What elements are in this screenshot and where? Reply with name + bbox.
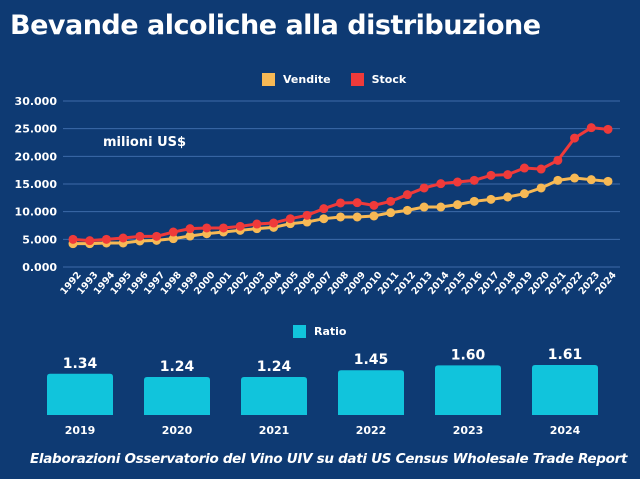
line-chart: 0.000 5.000 10.000 15.000 20.000 25.000 30.000… — [15, 95, 620, 297]
point-vendite — [603, 176, 613, 186]
bar-ratio — [338, 370, 404, 415]
point-vendite — [352, 212, 362, 222]
point-vendite — [185, 231, 195, 241]
point-vendite — [469, 196, 479, 206]
legend-swatch-vendite — [262, 73, 275, 86]
point-vendite — [386, 208, 396, 218]
point-vendite — [319, 214, 329, 224]
point-stock — [553, 155, 563, 165]
point-stock — [269, 218, 279, 228]
bar-category-label: 2024 — [550, 424, 581, 437]
bar-category-label: 2020 — [162, 424, 193, 437]
point-vendite — [336, 212, 345, 222]
point-vendite — [168, 234, 178, 244]
point-stock — [218, 223, 228, 233]
point-stock — [135, 231, 145, 241]
bar-value-label: 1.24 — [257, 359, 292, 375]
bar-value-label: 1.34 — [63, 356, 98, 372]
point-stock — [252, 219, 262, 229]
point-vendite — [402, 205, 412, 215]
point-stock — [118, 233, 128, 243]
source-note: Elaborazioni Osservatorio del Vino UIV s… — [30, 451, 628, 467]
line-legend: Vendite Stock — [262, 73, 426, 86]
bar-legend: Ratio — [293, 325, 346, 338]
point-stock — [302, 210, 312, 220]
point-stock — [285, 214, 295, 224]
y-tick-label: 10.000 — [15, 206, 58, 219]
point-stock — [419, 183, 429, 193]
point-stock — [603, 124, 613, 134]
point-stock — [503, 170, 513, 180]
bar-value-label: 1.61 — [548, 347, 583, 363]
legend-label-vendite: Vendite — [283, 73, 331, 86]
bar-category-label: 2022 — [356, 424, 387, 437]
point-stock — [369, 200, 379, 210]
point-vendite — [570, 173, 580, 183]
point-vendite — [369, 211, 379, 221]
point-stock — [469, 175, 479, 185]
point-vendite — [553, 175, 563, 185]
bar-value-label: 1.24 — [160, 359, 195, 375]
point-stock — [336, 198, 345, 208]
y-tick-label: 5.000 — [22, 233, 57, 246]
legend-swatch-ratio — [293, 325, 306, 338]
point-stock — [586, 123, 596, 133]
point-stock — [85, 236, 95, 246]
bar-ratio — [532, 365, 598, 415]
point-vendite — [453, 200, 463, 210]
point-vendite — [586, 175, 596, 185]
y-tick-label: 15.000 — [15, 178, 58, 191]
chart-title: Bevande alcoliche alla distribuzione — [10, 10, 541, 41]
point-stock — [202, 223, 212, 233]
point-stock — [570, 133, 580, 143]
bar-ratio — [241, 377, 307, 415]
bar-category-label: 2021 — [259, 424, 290, 437]
legend-swatch-stock — [350, 73, 364, 86]
bar-ratio — [47, 373, 113, 415]
point-vendite — [536, 183, 546, 193]
point-stock — [402, 190, 412, 200]
legend-item-vendite: Vendite — [262, 73, 331, 86]
point-stock — [68, 234, 78, 244]
legend-item-stock: Stock — [350, 73, 407, 86]
point-stock — [352, 198, 362, 208]
point-stock — [486, 170, 496, 180]
point-stock — [185, 224, 195, 234]
point-stock — [519, 163, 529, 173]
point-stock — [453, 177, 463, 187]
point-stock — [536, 164, 546, 174]
point-vendite — [486, 194, 496, 204]
bar-category-label: 2019 — [65, 424, 96, 437]
point-vendite — [436, 202, 446, 212]
point-stock — [436, 179, 446, 189]
unit-label: milioni US$ — [103, 135, 187, 150]
bar-category-label: 2023 — [453, 424, 484, 437]
legend-label-ratio: Ratio — [314, 325, 347, 338]
bar-value-label: 1.45 — [354, 352, 389, 368]
y-tick-label: 30.000 — [15, 95, 58, 108]
bar-ratio — [144, 377, 210, 415]
bar-ratio — [435, 365, 501, 415]
point-vendite — [419, 202, 429, 212]
legend-label-stock: Stock — [371, 73, 407, 86]
y-tick-label: 25.000 — [15, 123, 58, 136]
bar-chart: 1.34 2019 1.24 2020 1.24 2021 1.45 2022 1.60 2023… — [47, 347, 598, 437]
point-stock — [386, 196, 396, 206]
point-vendite — [302, 217, 312, 227]
point-vendite — [519, 189, 529, 199]
point-stock — [319, 204, 329, 214]
point-stock — [235, 221, 245, 231]
point-stock — [168, 227, 178, 237]
point-stock — [152, 231, 162, 241]
bar-value-label: 1.60 — [451, 347, 486, 363]
point-vendite — [503, 192, 513, 202]
y-tick-label: 0.000 — [22, 261, 57, 274]
y-tick-label: 20.000 — [15, 150, 58, 163]
point-stock — [101, 234, 111, 244]
